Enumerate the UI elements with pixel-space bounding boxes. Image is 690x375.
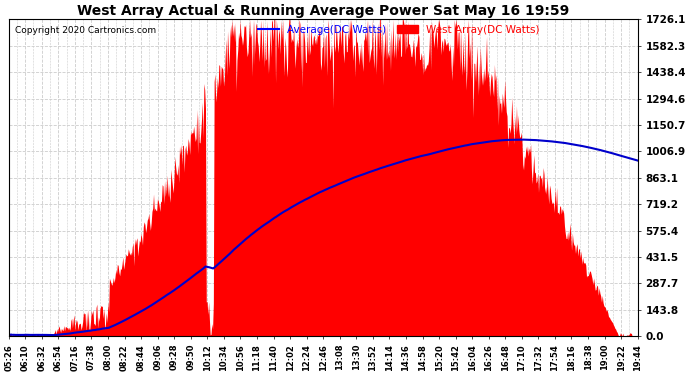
Legend: Average(DC Watts), West Array(DC Watts): Average(DC Watts), West Array(DC Watts) xyxy=(258,24,540,34)
Text: Copyright 2020 Cartronics.com: Copyright 2020 Cartronics.com xyxy=(15,26,156,34)
Title: West Array Actual & Running Average Power Sat May 16 19:59: West Array Actual & Running Average Powe… xyxy=(77,4,569,18)
